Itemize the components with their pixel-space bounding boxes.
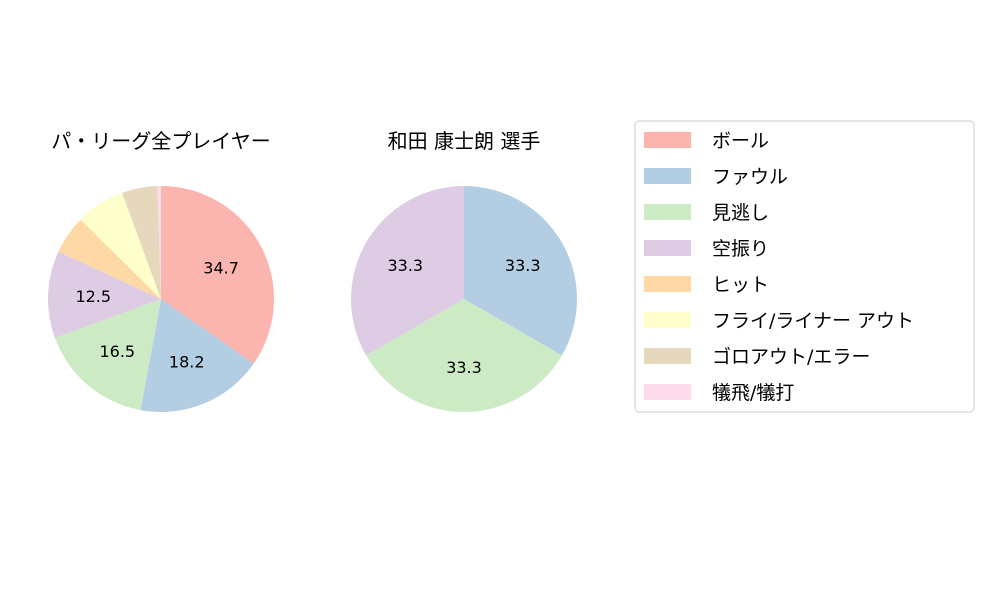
pie-league: 34.7 18.2 16.5 12.5: [48, 186, 274, 412]
slice-label-1-1: 33.3: [505, 256, 541, 275]
pie-slice-0-0: [161, 186, 274, 364]
legend-swatch-5: [644, 312, 691, 328]
slice-label-0-2: 16.5: [99, 342, 135, 361]
pie-player: 33.3 33.3 33.3: [351, 185, 577, 413]
chart-title-league: パ・リーグ全プレイヤー: [51, 129, 270, 153]
legend-label-0: ボール: [712, 130, 769, 152]
legend-swatch-1: [644, 168, 691, 184]
pie-slice-0-1: [140, 299, 254, 412]
pie-slice-0-7: [157, 186, 161, 299]
legend-frame: [634, 120, 975, 413]
slice-label-0-3: 12.5: [75, 287, 111, 306]
legend-label-3: 空振り: [712, 238, 769, 260]
slice-label-0-1: 18.2: [169, 353, 205, 372]
legend-swatch-6: [644, 348, 691, 364]
slice-label-1-3: 33.3: [387, 256, 423, 275]
legend-label-4: ヒット: [712, 274, 769, 296]
pie-slice-1-2: [366, 299, 562, 413]
pie-slice-0-4: [58, 219, 161, 299]
legend-swatch-2: [644, 204, 691, 220]
legend-label-5: フライ/ライナー アウト: [712, 310, 914, 332]
legend-swatch-3: [644, 240, 691, 256]
legend-label-1: ファウル: [712, 166, 788, 188]
legend-swatch-7: [644, 384, 691, 400]
legend-label-2: 見逃し: [712, 202, 769, 224]
slice-label-1-2: 33.3: [446, 358, 482, 377]
pie-slice-1-3: [351, 186, 464, 356]
slice-label-0-0: 34.7: [203, 259, 239, 278]
pie-slice-0-6: [122, 186, 161, 299]
pie-slice-0-5: [80, 192, 161, 299]
legend-label-7: 犠飛/犠打: [712, 382, 794, 404]
pie-slice-0-2: [54, 299, 161, 411]
legend-swatch-0: [644, 132, 691, 148]
legend-swatch-4: [644, 276, 691, 292]
pie-slice-1-1: [464, 185, 577, 356]
legend-label-6: ゴロアウト/エラー: [712, 346, 870, 368]
chart-title-player: 和田 康士朗 選手: [388, 129, 541, 153]
pie-slice-0-3: [48, 251, 161, 338]
